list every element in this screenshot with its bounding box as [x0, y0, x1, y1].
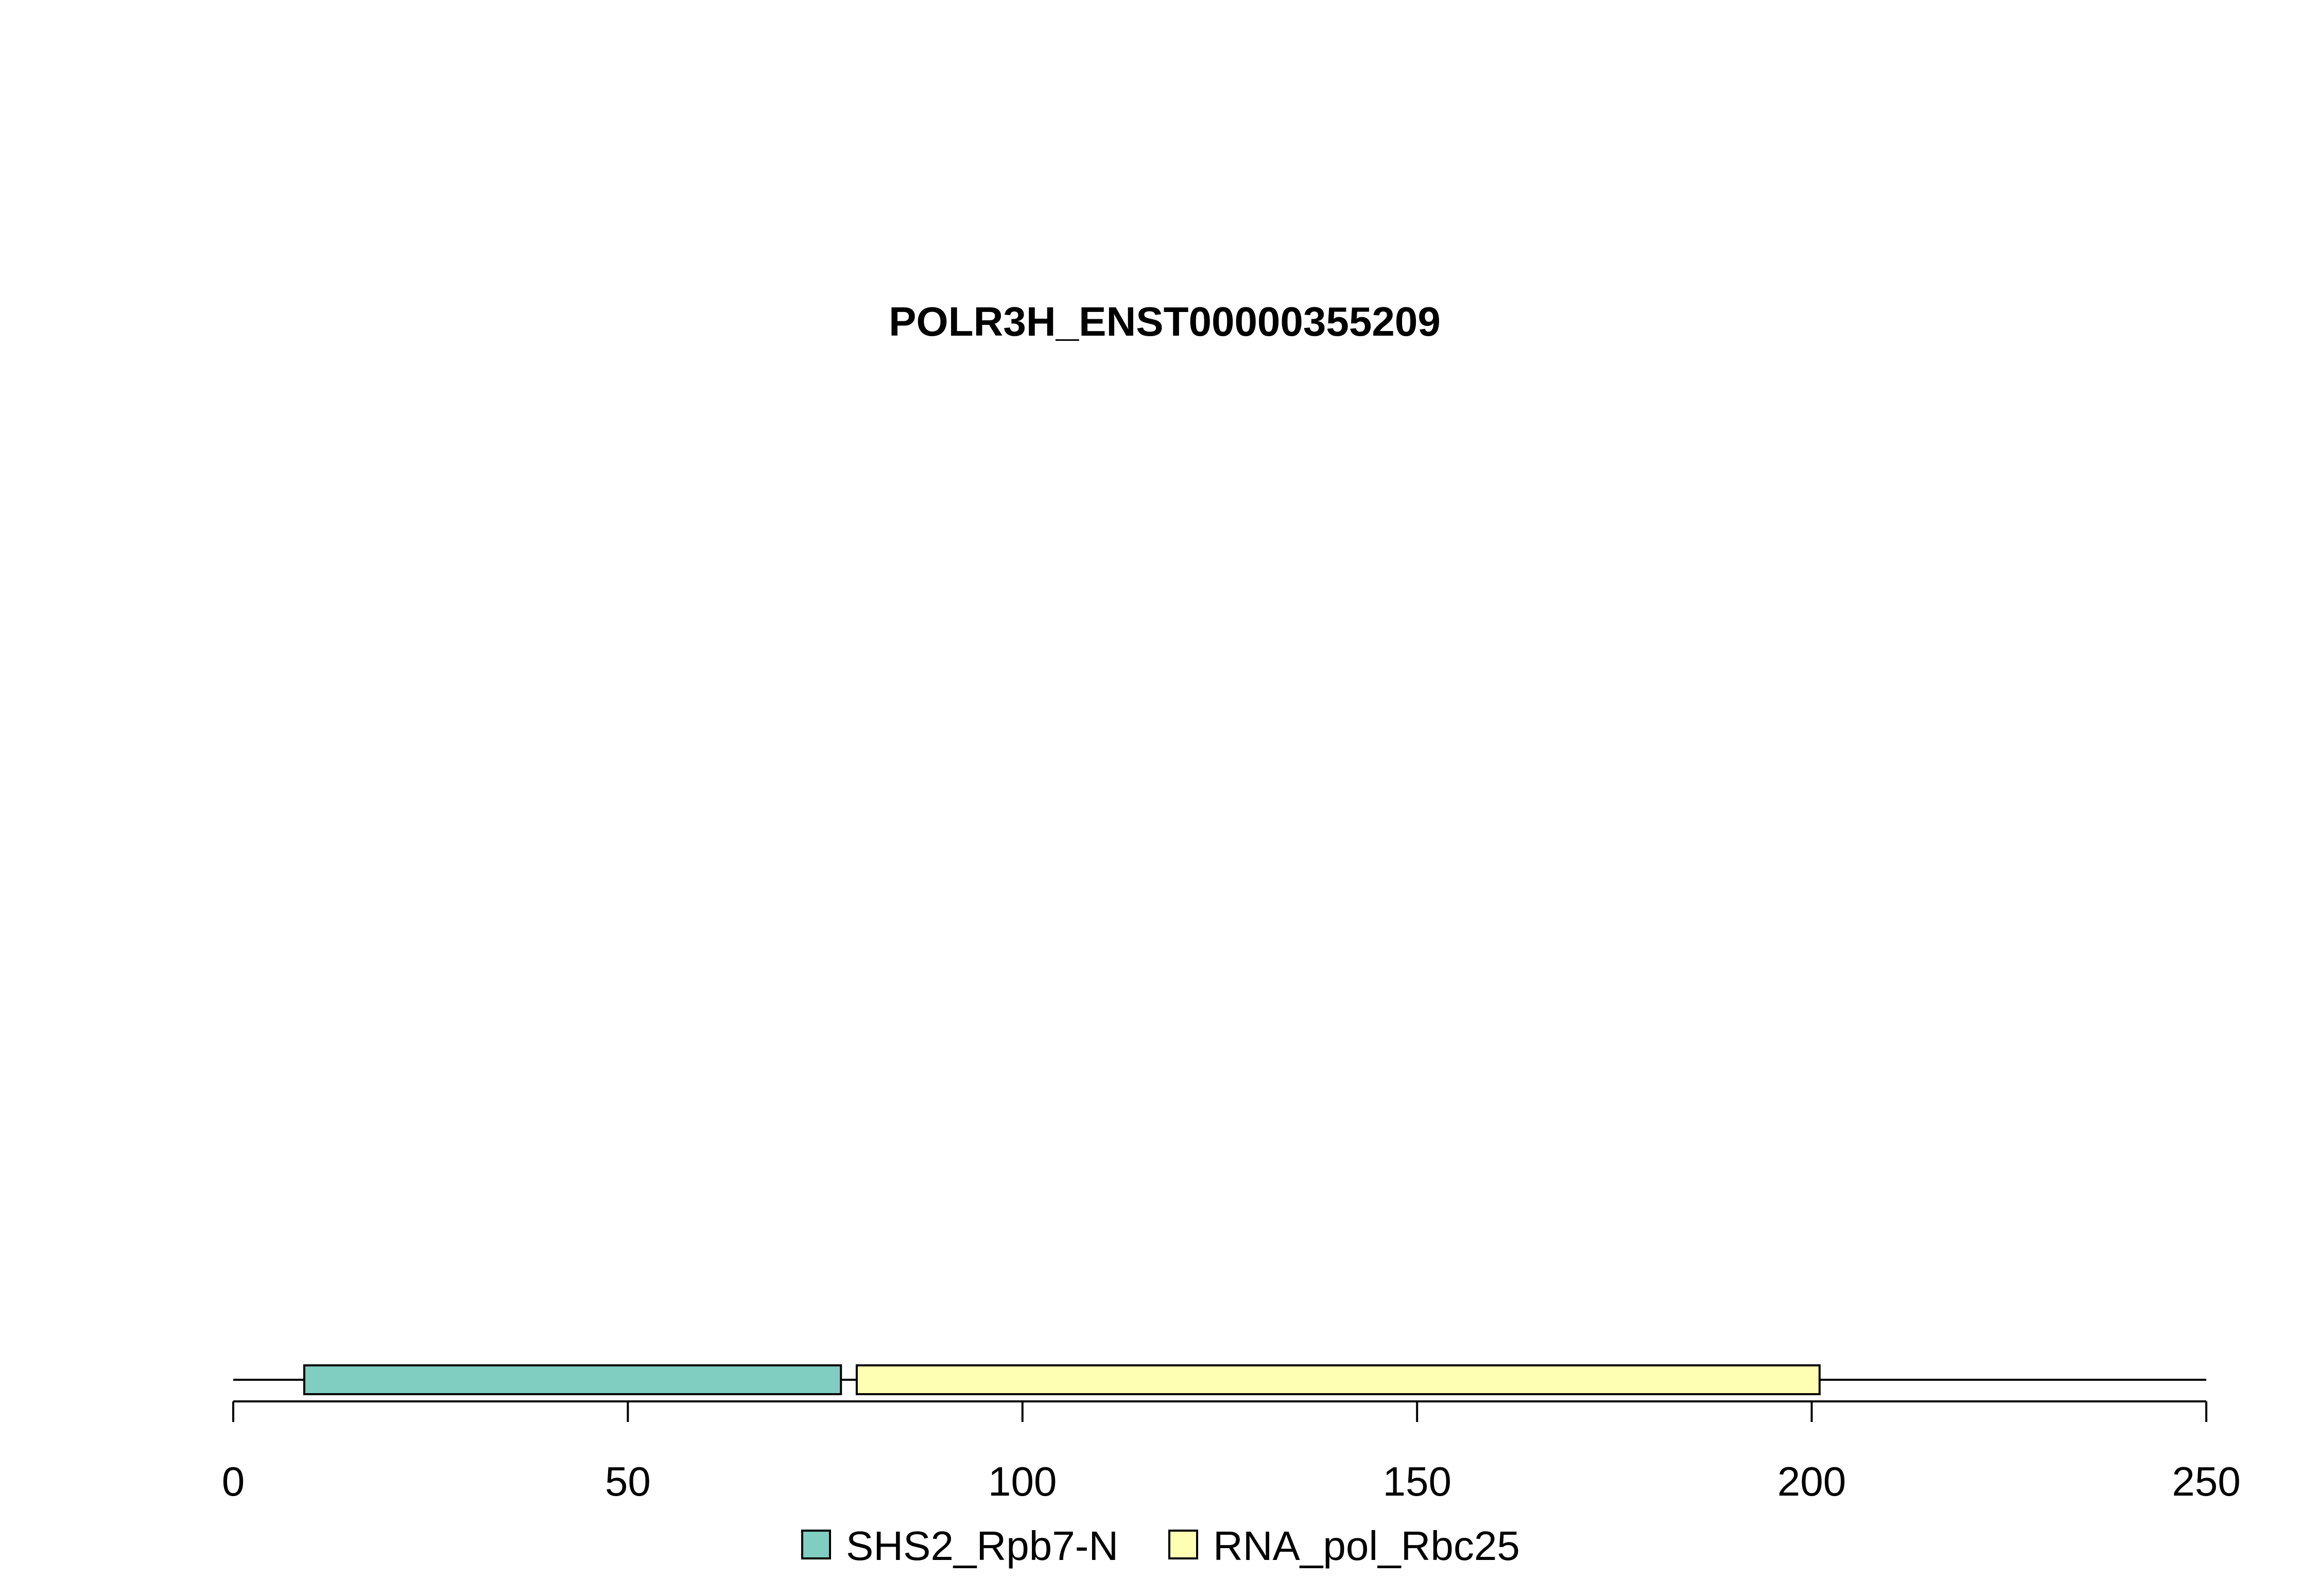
x-axis: 0 50 100 150 200 250: [222, 1400, 2241, 1504]
x-tick-label: 0: [222, 1459, 245, 1504]
domain-box-rna-pol-rbc25: [855, 1364, 1821, 1395]
legend-label: SHS2_Rpb7-N: [846, 1523, 1118, 1569]
domain-box-shs2-rpb7-n: [303, 1364, 842, 1395]
x-tick-label: 50: [605, 1459, 651, 1504]
x-tick-label: 100: [988, 1459, 1057, 1504]
x-tick-label: 250: [2172, 1459, 2240, 1504]
legend-swatch: [1168, 1530, 1198, 1559]
legend-label: RNA_pol_Rbc25: [1213, 1523, 1520, 1569]
chart-title: POLR3H_ENST00000355209: [889, 299, 1441, 344]
domain-layer: [303, 1364, 1821, 1395]
legend: SHS2_Rpb7-N RNA_pol_Rbc25: [801, 1523, 1520, 1569]
legend-swatch: [801, 1530, 831, 1559]
x-tick-label: 200: [1777, 1459, 1846, 1504]
x-tick-label: 150: [1382, 1459, 1451, 1504]
